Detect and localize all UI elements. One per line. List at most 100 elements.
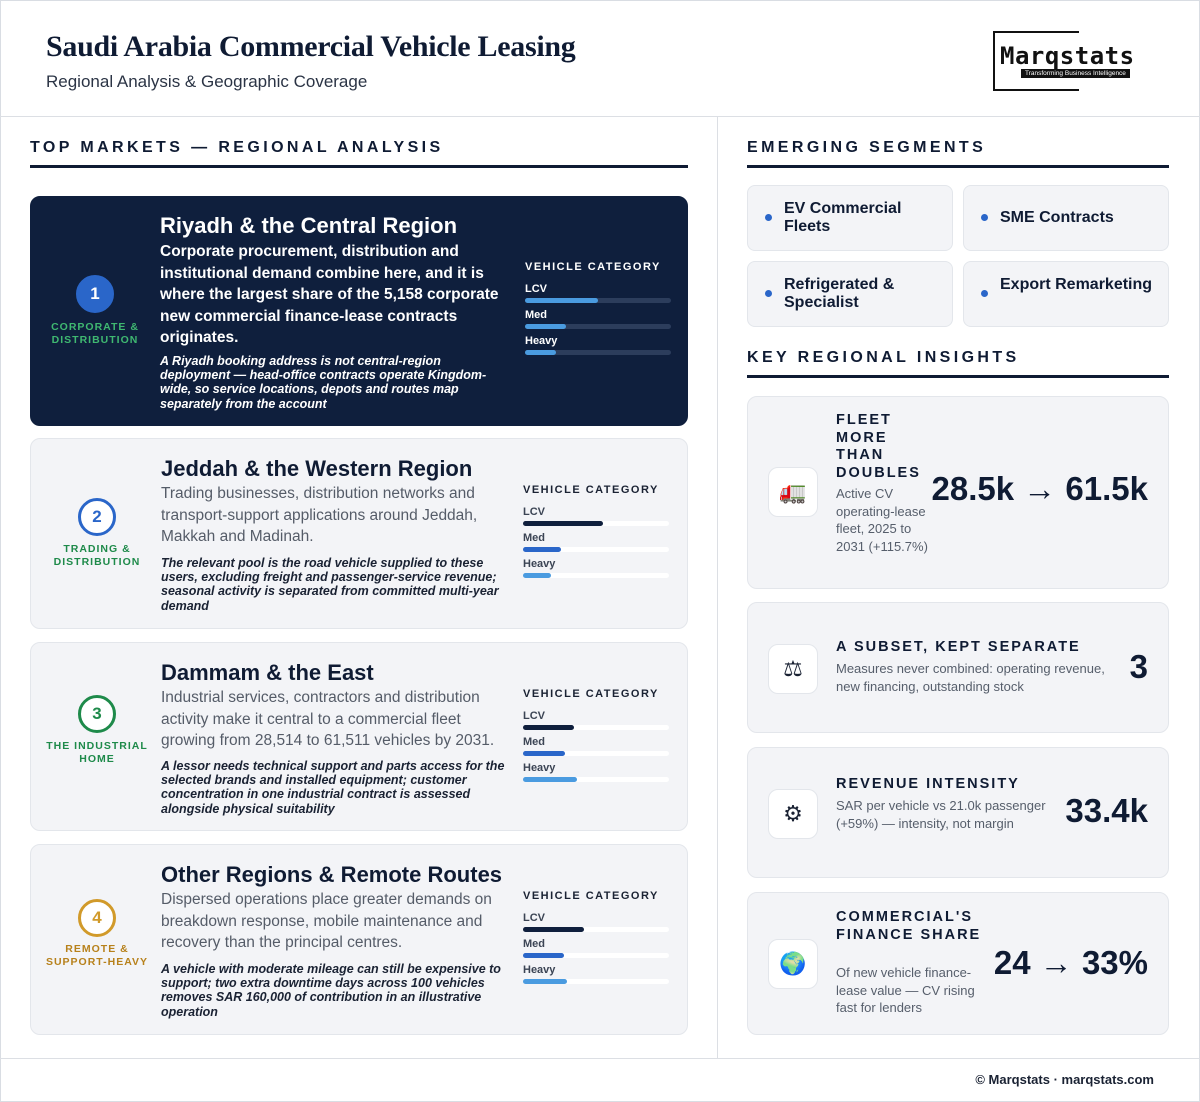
footer-credit: © Marqstats · marqstats.com xyxy=(975,1072,1154,1087)
vehicle-bar-lcv: LCV xyxy=(525,283,673,309)
key-insights-heading: KEY REGIONAL INSIGHTS xyxy=(747,349,1020,366)
vehicle-bar-fill xyxy=(523,547,561,552)
vehicle-category-heading: VEHICLE CATEGORY xyxy=(523,688,659,700)
region-card-riyadh: 1 CORPORATE & DISTRIBUTION Riyadh & the … xyxy=(30,196,688,426)
vehicle-category-panel: VEHICLE CATEGORY LCV Med Heavy xyxy=(523,484,671,584)
region-description: Corporate procurement, distribution and … xyxy=(160,243,499,346)
vehicle-bar-label: Med xyxy=(525,309,547,321)
vehicle-bar-track xyxy=(525,298,671,303)
vehicle-bar-fill xyxy=(525,324,566,329)
key-insights-rule xyxy=(747,375,1169,378)
segment-label: SME Contracts xyxy=(1000,209,1114,226)
vehicle-bar-heavy: Heavy xyxy=(523,762,671,788)
insight-subset-separate: ⚖ A SUBSET, KEPT SEPARATE Measures never… xyxy=(747,602,1169,733)
region-segment-label: REMOTE & SUPPORT-HEAVY xyxy=(45,943,149,968)
vehicle-bar-label: LCV xyxy=(525,283,547,295)
logo-wordmark: Marqstats xyxy=(1000,42,1135,70)
region-number-badge: 4 xyxy=(78,899,116,937)
vehicle-bar-label: Heavy xyxy=(523,762,556,774)
segment-sme-contracts: SME Contracts xyxy=(963,185,1169,251)
vehicle-bar-label: Heavy xyxy=(523,558,556,570)
vehicle-bar-fill xyxy=(523,521,604,526)
top-markets-rule xyxy=(30,165,688,168)
vehicle-bar-track xyxy=(523,547,669,552)
vehicle-bar-heavy: Heavy xyxy=(523,558,671,584)
page-title: Saudi Arabia Commercial Vehicle Leasing xyxy=(46,30,576,63)
region-card-other: 4 REMOTE & SUPPORT-HEAVY Other Regions &… xyxy=(30,844,688,1035)
insight-finance-share: 🌍 COMMERCIAL'S FINANCE SHARE Of new vehi… xyxy=(747,892,1169,1035)
region-segment-label: CORPORATE & DISTRIBUTION xyxy=(51,321,139,346)
region-note: The relevant pool is the road vehicle su… xyxy=(161,556,499,613)
vehicle-bar-track xyxy=(523,953,669,958)
vehicle-bar-fill xyxy=(525,350,556,355)
bullet-dot-icon xyxy=(765,214,772,221)
vehicle-bar-track xyxy=(523,927,669,932)
insight-description: SAR per vehicle vs 21.0k passenger (+59%… xyxy=(836,798,1046,831)
vehicle-bar-med: Med xyxy=(525,309,673,335)
region-title: Jeddah & the Western Region xyxy=(161,456,473,481)
vehicle-bar-label: LCV xyxy=(523,912,545,924)
region-description: Trading businesses, distribution network… xyxy=(161,485,478,545)
vehicle-bar-heavy: Heavy xyxy=(525,335,673,361)
insight-value: 28.5k → 61.5k xyxy=(931,470,1149,507)
page-header: Saudi Arabia Commercial Vehicle Leasing … xyxy=(0,0,1200,117)
vehicle-category-heading: VEHICLE CATEGORY xyxy=(523,484,659,496)
region-title: Other Regions & Remote Routes xyxy=(161,862,503,887)
region-card-jeddah: 2 TRADING & DISTRIBUTION Jeddah & the We… xyxy=(30,438,688,629)
vehicle-bar-fill xyxy=(523,927,585,932)
vehicle-bar-lcv: LCV xyxy=(523,912,671,938)
region-number-badge: 2 xyxy=(78,498,116,536)
bullet-dot-icon xyxy=(765,290,772,297)
emerging-segments-heading: EMERGING SEGMENTS xyxy=(747,139,987,156)
vehicle-category-heading: VEHICLE CATEGORY xyxy=(525,261,661,273)
region-description: Dispersed operations place greater deman… xyxy=(161,891,492,951)
vehicle-bar-label: LCV xyxy=(523,710,545,722)
region-segment-label: THE INDUSTRIAL HOME xyxy=(46,740,148,765)
vehicle-bar-label: Heavy xyxy=(523,964,556,976)
vehicle-category-panel: VEHICLE CATEGORY LCV Med Heavy xyxy=(525,261,673,361)
vehicle-bar-heavy: Heavy xyxy=(523,964,671,990)
vehicle-bar-lcv: LCV xyxy=(523,506,671,532)
vehicle-bar-track xyxy=(523,751,669,756)
vehicle-bar-fill xyxy=(523,725,575,730)
bullet-dot-icon xyxy=(981,214,988,221)
gear-icon: ⚙ xyxy=(768,789,818,839)
insight-value: 24 → 33% xyxy=(993,944,1148,981)
segment-label: EV Commercial Fleets xyxy=(784,200,902,235)
vehicle-bar-fill xyxy=(523,751,566,756)
region-description: Industrial services, contractors and dis… xyxy=(161,689,495,749)
insight-value: 33.4k xyxy=(1065,792,1148,829)
vehicle-bar-track xyxy=(525,324,671,329)
top-markets-heading: TOP MARKETS — REGIONAL ANALYSIS xyxy=(30,139,444,156)
bullet-dot-icon xyxy=(981,290,988,297)
vehicle-bar-label: LCV xyxy=(523,506,545,518)
region-note: A Riyadh booking address is not central-… xyxy=(160,354,487,411)
vehicle-bar-track xyxy=(523,521,669,526)
vehicle-bar-track xyxy=(523,573,669,578)
logo-frame xyxy=(993,31,1079,91)
globe-icon: 🌍 xyxy=(768,939,818,989)
vehicle-bar-fill xyxy=(523,979,567,984)
region-title: Dammam & the East xyxy=(161,660,374,685)
vehicle-bar-track xyxy=(523,979,669,984)
segment-export-remarketing: Export Remarketing xyxy=(963,261,1169,327)
vehicle-bar-label: Med xyxy=(523,736,545,748)
insight-title: FLEET MORE THAN DOUBLES xyxy=(836,412,921,481)
vehicle-bar-fill xyxy=(523,777,578,782)
insight-revenue-intensity: ⚙ REVENUE INTENSITY SAR per vehicle vs 2… xyxy=(747,747,1169,878)
footer-rule xyxy=(0,1058,1200,1059)
vehicle-bar-track xyxy=(523,777,669,782)
region-number-badge: 3 xyxy=(78,695,116,733)
vehicle-bar-track xyxy=(523,725,669,730)
page-subtitle: Regional Analysis & Geographic Coverage xyxy=(46,72,368,91)
insight-description: Active CV operating-lease fleet, 2025 to… xyxy=(836,486,928,554)
insight-description: Of new vehicle finance-lease value — CV … xyxy=(836,965,975,1015)
vehicle-bar-med: Med xyxy=(523,532,671,558)
region-card-dammam: 3 THE INDUSTRIAL HOME Dammam & the East … xyxy=(30,642,688,831)
region-note: A vehicle with moderate mileage can stil… xyxy=(161,962,501,1019)
segment-refrigerated: Refrigerated & Specialist xyxy=(747,261,953,327)
segment-label: Export Remarketing xyxy=(1000,276,1153,293)
insight-value: 3 xyxy=(1129,648,1148,685)
logo-tagline: Transforming Business Intelligence xyxy=(1021,69,1130,78)
insight-fleet-doubles: 🚛 FLEET MORE THAN DOUBLES Active CV oper… xyxy=(747,396,1169,589)
